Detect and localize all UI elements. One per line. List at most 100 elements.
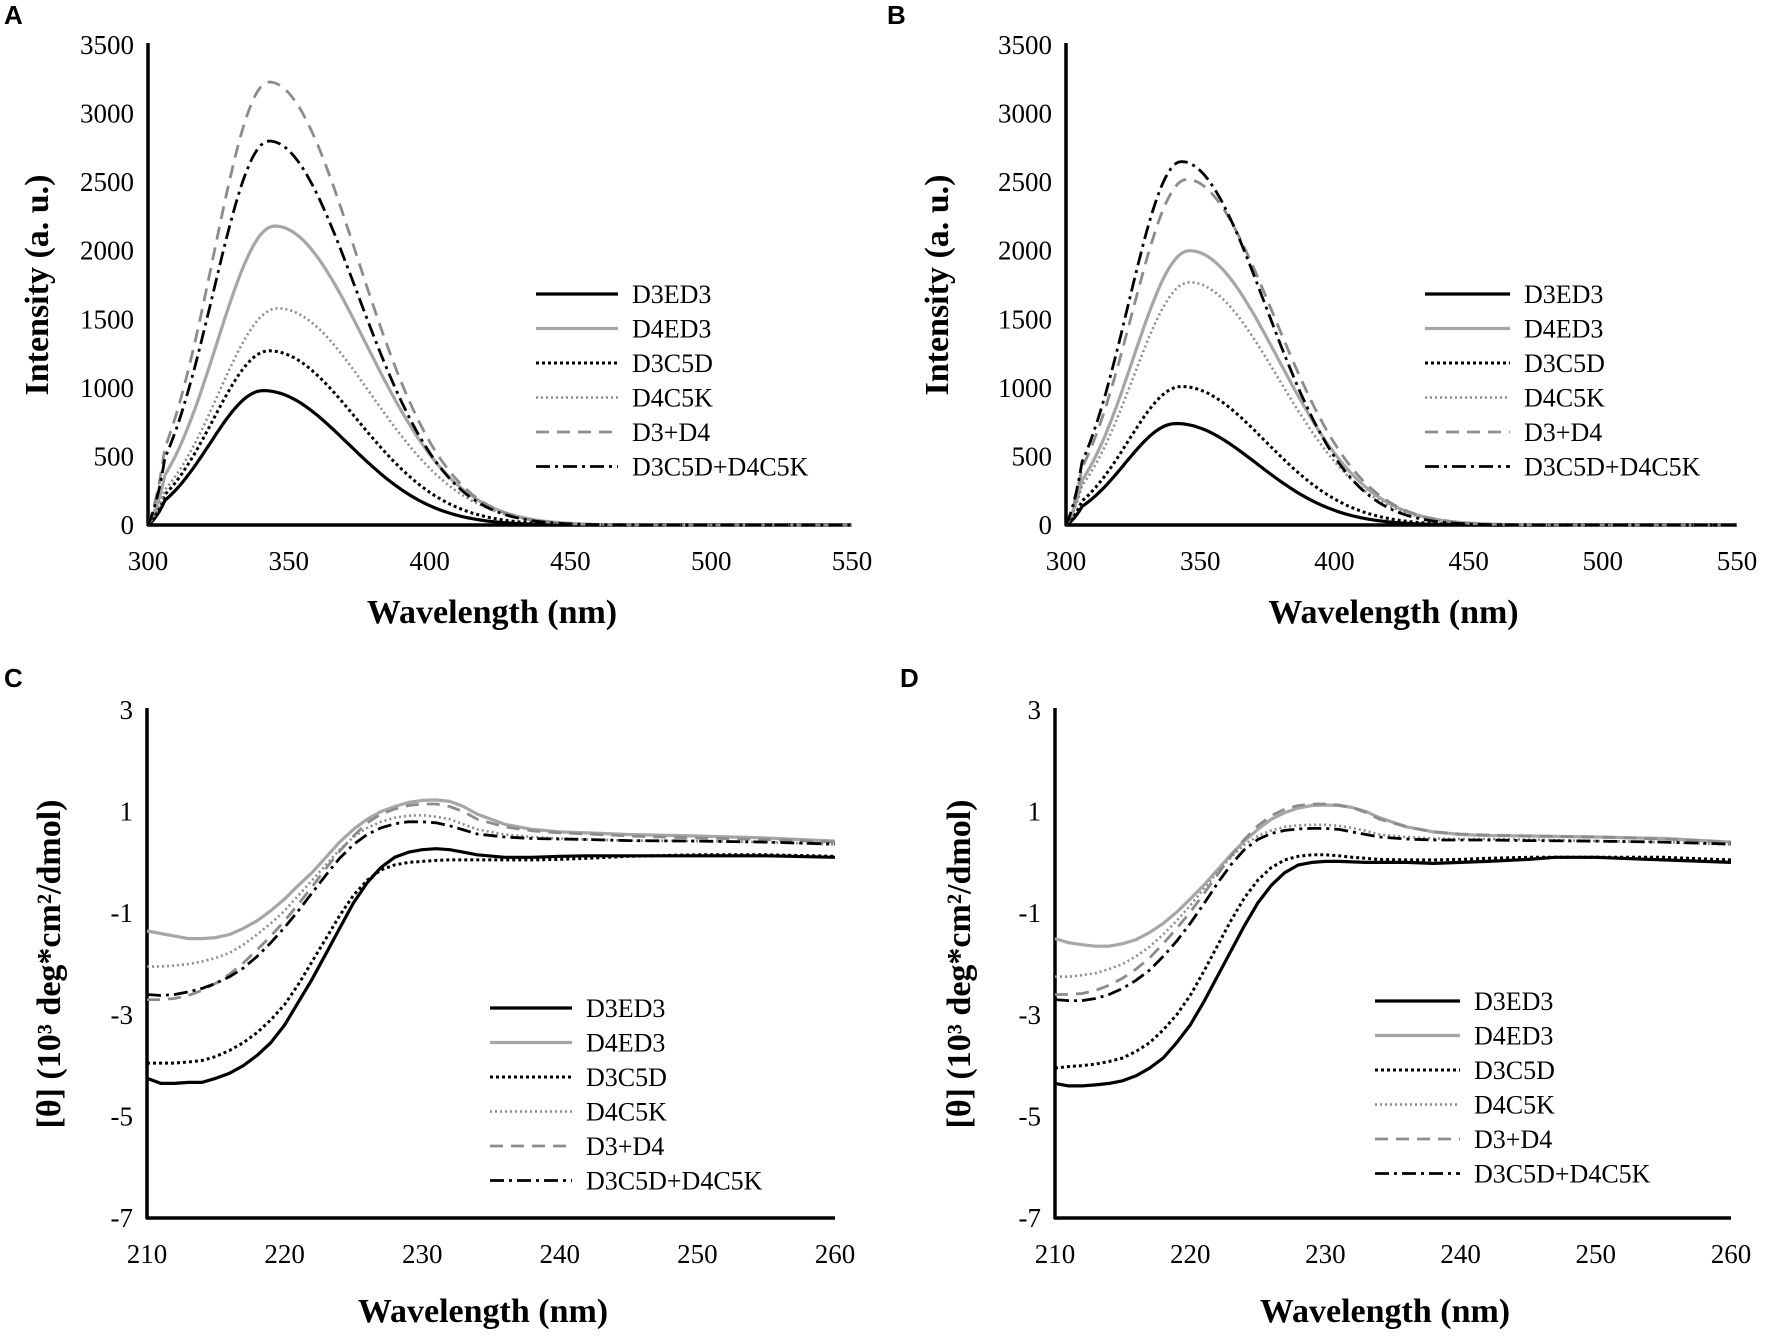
x-tick-label: 260: [1711, 1239, 1752, 1269]
x-tick-label: 450: [550, 546, 591, 576]
y-tick-label: 1000: [998, 373, 1052, 403]
y-tick-label: -3: [111, 1000, 134, 1030]
series-line-d3c5d-plus-d4c5k: [1064, 160, 1737, 527]
legend-label: D3C5D+D4C5K: [632, 453, 809, 482]
legend-label: D4ED3: [632, 315, 711, 344]
x-tick-label: 350: [269, 546, 310, 576]
x-tick-label: 550: [1717, 546, 1758, 576]
y-tick-label: -1: [111, 898, 134, 928]
legend-label: D3C5D: [632, 349, 713, 378]
x-tick-label: 220: [264, 1239, 305, 1269]
series-line-d3-plus-d4: [1055, 802, 1732, 996]
series-line-d3c5d-plus-d4c5k: [1054, 827, 1732, 1002]
series-line-d3-plus-d4: [146, 80, 852, 527]
y-tick-label: -3: [1019, 1000, 1042, 1030]
x-tick-label: 210: [1035, 1239, 1076, 1269]
series-line-d3c5d: [1054, 853, 1732, 1070]
x-tick-label: 210: [127, 1239, 168, 1269]
series-line-d4ed3: [1064, 249, 1737, 527]
y-tick-label: 3: [120, 695, 134, 725]
y-tick-label: 3000: [80, 99, 134, 129]
series-line-d3c5d: [1065, 385, 1737, 527]
legend-label: D4C5K: [1524, 384, 1605, 413]
series-line-d3ed3: [1054, 855, 1732, 1088]
x-axis-title: Wavelength (nm): [1260, 1293, 1510, 1330]
legend-label: D3C5D: [1474, 1056, 1555, 1085]
x-tick-label: 230: [1305, 1239, 1346, 1269]
x-axis-title: Wavelength (nm): [367, 594, 617, 631]
legend: D3ED3 D4ED3 D3C5D D4C5K D3+D4 D3C5D+D4C5K: [490, 994, 763, 1196]
series-line-d4c5k: [147, 813, 836, 968]
y-axis-title: Intensity (a. u.): [19, 174, 56, 395]
x-tick-label: 240: [540, 1239, 581, 1269]
legend-label: D3+D4: [586, 1132, 664, 1161]
legend: D3ED3 D4ED3 D3C5D D4C5K D3+D4 D3C5D+D4C5K: [536, 280, 809, 482]
y-axis-title: Intensity (a. u.): [919, 174, 956, 395]
legend-label: D4C5K: [586, 1098, 667, 1127]
y-tick-label: -5: [1019, 1101, 1042, 1131]
x-tick-label: 300: [1046, 546, 1087, 576]
y-tick-label: -7: [1019, 1203, 1042, 1233]
x-tick-label: 550: [832, 546, 873, 576]
x-tick-label: 250: [677, 1239, 718, 1269]
legend-label: D4ED3: [1524, 315, 1603, 344]
x-tick-label: 350: [1180, 546, 1221, 576]
x-tick-label: 300: [128, 546, 169, 576]
y-tick-label: 3000: [998, 99, 1052, 129]
legend-label: D4C5K: [1474, 1091, 1555, 1120]
series-line-d4ed3: [146, 798, 836, 941]
series-line-d4c5k: [146, 307, 852, 527]
series-line-d3c5d-plus-d4c5k: [146, 820, 836, 997]
series-line-d4ed3: [1054, 803, 1732, 948]
y-tick-label: 500: [1012, 441, 1053, 471]
x-tick-label: 450: [1448, 546, 1489, 576]
x-tick-label: 400: [1314, 546, 1355, 576]
x-tick-label: 500: [691, 546, 732, 576]
series-line-d3-plus-d4: [147, 802, 836, 1001]
x-axis-title: Wavelength (nm): [358, 1293, 608, 1330]
y-tick-label: 1: [120, 797, 134, 827]
x-tick-label: 240: [1440, 1239, 1481, 1269]
chart-panel-D: D -7 -5 -3 -1 1 3 210 220 230 240 250 260 Wavelength …: [900, 663, 1751, 1330]
legend-label: D4ED3: [586, 1029, 665, 1058]
y-axis-title: [θ] (10³ deg*cm²/dmol): [31, 800, 68, 1129]
legend: D3ED3 D4ED3 D3C5D D4C5K D3+D4 D3C5D+D4C5K: [1425, 280, 1701, 482]
panel-letter: D: [900, 663, 919, 693]
y-tick-label: 2000: [80, 236, 134, 266]
x-tick-label: 260: [815, 1239, 856, 1269]
y-tick-label: 2500: [998, 167, 1052, 197]
y-tick-label: -1: [1019, 898, 1042, 928]
series-line-d3c5d: [146, 349, 852, 527]
y-tick-label: 3: [1028, 695, 1042, 725]
legend-label: D3+D4: [1474, 1125, 1552, 1154]
legend-label: D3C5D+D4C5K: [586, 1167, 763, 1196]
x-tick-label: 500: [1583, 546, 1624, 576]
series-line-d3c5d-plus-d4c5k: [146, 139, 852, 527]
y-tick-label: 1000: [80, 373, 134, 403]
legend-label: D3ED3: [1474, 987, 1553, 1016]
legend-label: D3C5D+D4C5K: [1524, 453, 1701, 482]
y-tick-label: -7: [111, 1203, 134, 1233]
y-tick-label: 0: [121, 510, 135, 540]
legend-label: D4ED3: [1474, 1022, 1553, 1051]
y-tick-label: 1500: [80, 304, 134, 334]
y-tick-label: 3500: [998, 30, 1052, 60]
series-line-d3ed3: [146, 847, 836, 1085]
x-tick-label: 400: [409, 546, 450, 576]
x-tick-label: 230: [402, 1239, 443, 1269]
legend-label: D3C5D: [586, 1063, 667, 1092]
panel-letter: B: [887, 0, 906, 30]
chart-panel-C: C -7 -5 -3 -1 1 3 210 220 230 240 250 260 Wavelength …: [4, 663, 855, 1330]
legend-label: D3+D4: [1524, 418, 1602, 447]
legend-label: D3ED3: [1524, 280, 1603, 309]
x-axis-title: Wavelength (nm): [1268, 594, 1518, 631]
panel-letter: A: [4, 0, 23, 30]
y-tick-label: 1: [1028, 797, 1042, 827]
y-tick-label: 0: [1039, 510, 1053, 540]
series-line-d4c5k: [1055, 823, 1732, 978]
chart-panel-A: A 0 500 1000 1500 2000 2500 3000 3500 300 350 400 45…: [4, 0, 872, 631]
legend-label: D3+D4: [632, 418, 710, 447]
legend: D3ED3 D4ED3 D3C5D D4C5K D3+D4 D3C5D+D4C5K: [1375, 987, 1651, 1189]
panel-letter: C: [4, 663, 23, 693]
